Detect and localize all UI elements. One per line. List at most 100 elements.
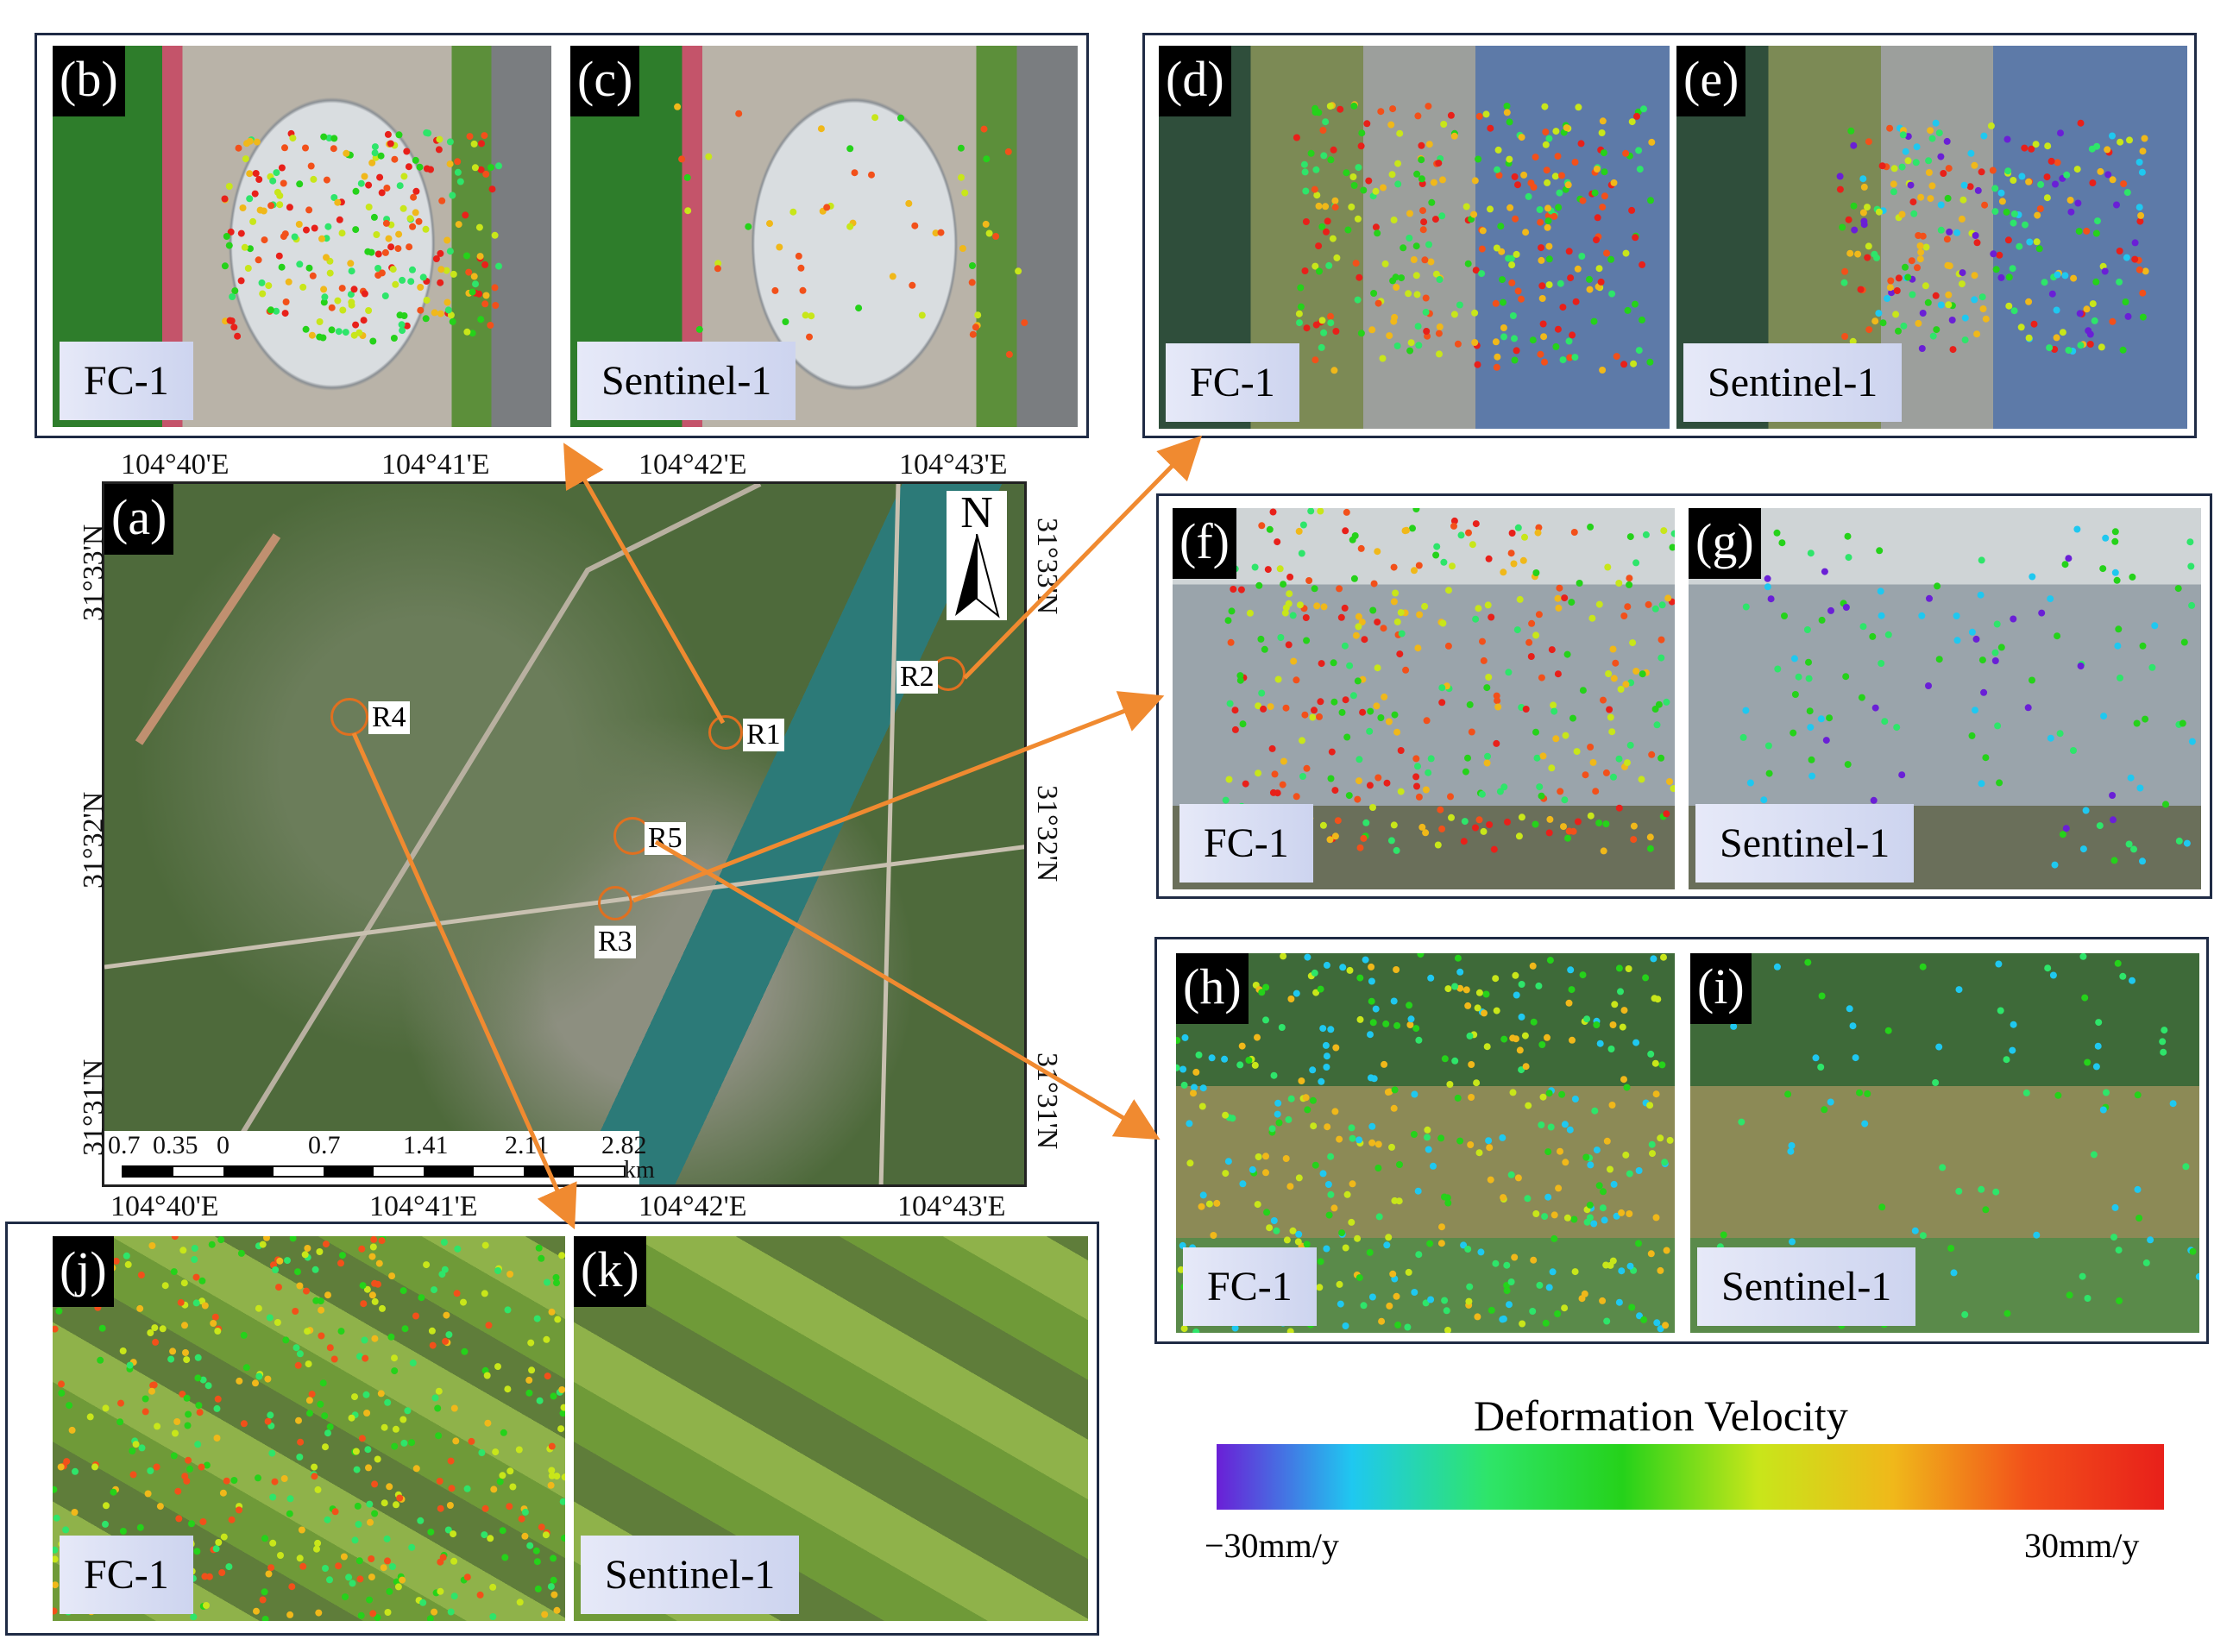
ps-point [2063,171,2071,179]
ps-point [1648,138,1656,146]
ps-point [1657,754,1665,762]
ps-point [1657,654,1665,662]
ps-point [423,165,431,173]
scale-value-1: 0.7 [108,1131,141,1159]
ps-point [905,199,913,207]
ps-point [334,198,342,206]
ps-point [1610,675,1618,682]
ps-point [199,1376,207,1384]
ps-point [1994,722,2002,730]
ps-point [1390,217,1398,223]
ps-point [2104,146,2111,154]
ps-point [1607,713,1614,721]
ps-point [1842,673,1850,681]
ps-point [1565,999,1573,1007]
ps-point [423,297,431,304]
ps-point [1509,1034,1517,1042]
ps-point [1495,172,1503,179]
ps-point [1626,1210,1633,1217]
ps-point [1622,681,1630,688]
ps-point [2090,1151,2098,1159]
ps-point [1595,600,1603,608]
ps-point [1255,581,1263,589]
ps-point [275,252,283,260]
ps-point [1539,752,1547,760]
ps-point [171,1236,179,1241]
ps-point [2188,601,2196,609]
ps-point [220,1533,228,1541]
points-b [221,129,502,345]
ps-point [1917,248,1925,256]
ps-point [1350,102,1358,110]
ps-point [1485,1137,1493,1145]
ps-point [419,273,427,281]
ps-point [450,1404,458,1412]
ps-point [1396,129,1404,137]
ps-point [2003,1310,2011,1317]
ps-point [2142,715,2149,723]
ps-point [142,1395,149,1403]
ps-point [1484,752,1491,760]
ps-point [221,195,229,203]
ps-point [1552,342,1560,350]
ps-point [1856,1089,1863,1096]
ps-point [2033,238,2041,246]
ps-point [435,146,443,154]
ps-point [1542,1319,1550,1327]
ps-point [285,278,292,286]
ps-point [855,305,863,312]
ps-point [1262,1153,1269,1160]
ps-point [1412,755,1420,763]
ps-point [53,1555,59,1563]
panel-f-sensor: FC-1 [1179,804,1313,883]
ps-point [129,1471,137,1479]
ps-point [1290,657,1298,665]
ps-point [782,318,789,325]
ps-point [1577,140,1585,148]
ps-point [1628,118,1636,126]
ps-point [2130,845,2137,853]
ps-point [2136,217,2144,225]
ps-point [1369,804,1376,811]
ps-point [2026,238,2034,246]
ps-point [365,307,373,314]
ps-point [1418,141,1425,149]
ps-point [431,1286,437,1294]
ps-point [258,279,266,286]
ps-point [426,1615,434,1621]
ps-point [1538,282,1546,290]
ps-point [1374,619,1381,626]
ps-point [1845,554,1852,562]
ps-point [1542,129,1550,135]
ps-point [1876,547,1884,555]
ps-point [1663,1247,1670,1254]
ps-point [1344,226,1352,234]
ps-point [1916,255,1924,263]
ps-point [1318,223,1326,230]
ps-point [362,1354,369,1362]
ps-point [1222,1111,1230,1119]
region-r1-marker [708,715,743,750]
ps-point [1968,732,1976,739]
ps-point [1948,317,1956,323]
ps-point [323,176,330,184]
ps-point [387,1333,395,1341]
ps-point [444,306,452,314]
ps-point [382,219,390,227]
ps-point [1394,180,1402,188]
ps-point [1978,1185,1985,1193]
ps-point [1325,261,1333,269]
ps-point [471,164,479,172]
ps-point [185,1410,192,1418]
ps-point [1603,1137,1611,1145]
ps-point [1510,560,1518,568]
ps-point [2182,1163,2190,1171]
ps-point [309,272,317,280]
ps-point [1512,971,1519,979]
ps-point [399,327,406,335]
scale-value-7: 2.82 [601,1131,647,1159]
region-r1-label: R1 [743,719,784,751]
ps-point [1742,603,1750,611]
frame-h-i: (h) FC-1 (i) Sentinel-1 [1154,937,2209,1344]
ps-point [1959,269,1966,277]
